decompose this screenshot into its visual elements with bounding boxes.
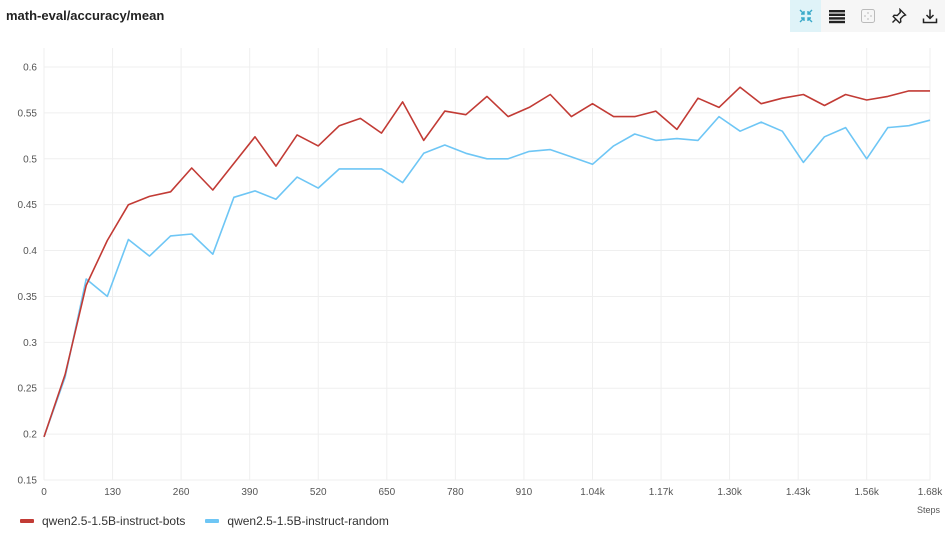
x-tick-label: 130 <box>104 487 121 498</box>
x-tick-label: 520 <box>310 487 327 498</box>
x-tick-label: 1.04k <box>580 487 605 498</box>
chart-toolbar <box>790 0 945 32</box>
y-tick-label: 0.4 <box>23 246 37 257</box>
legend: qwen2.5-1.5B-instruct-bots qwen2.5-1.5B-… <box>20 514 389 528</box>
x-tick-label: 910 <box>516 487 533 498</box>
series-line-qwen2.5-1.5B-instruct-random[interactable] <box>43 115 931 438</box>
collapse-icon[interactable] <box>790 0 821 32</box>
download-icon[interactable] <box>914 0 945 32</box>
x-tick-label: 780 <box>447 487 464 498</box>
pin-icon[interactable] <box>883 0 914 32</box>
y-tick-label: 0.5 <box>23 154 37 165</box>
y-tick-label: 0.45 <box>18 200 38 211</box>
legend-label: qwen2.5-1.5B-instruct-random <box>227 514 389 528</box>
y-tick-label: 0.15 <box>18 476 38 487</box>
y-tick-label: 0.55 <box>18 108 38 119</box>
x-tick-label: 1.56k <box>854 487 879 498</box>
y-tick-label: 0.3 <box>23 338 37 349</box>
x-tick-label: 0 <box>41 487 47 498</box>
chart-title: math-eval/accuracy/mean <box>6 8 165 23</box>
y-tick-label: 0.2 <box>23 430 37 441</box>
list-icon[interactable] <box>821 0 852 32</box>
legend-swatch <box>20 519 34 523</box>
x-tick-label: 390 <box>241 487 258 498</box>
x-tick-label: 650 <box>378 487 395 498</box>
x-tick-label: 1.68k <box>918 487 943 498</box>
y-tick-label: 0.6 <box>23 63 37 74</box>
series-line-qwen2.5-1.5B-instruct-bots[interactable] <box>43 86 930 438</box>
legend-label: qwen2.5-1.5B-instruct-bots <box>42 514 186 528</box>
x-axis-label: Steps <box>917 505 941 515</box>
legend-swatch <box>205 519 220 523</box>
y-tick-label: 0.35 <box>18 292 38 303</box>
focus-icon[interactable] <box>852 0 883 32</box>
x-tick-label: 1.43k <box>786 487 811 498</box>
x-tick-label: 1.30k <box>717 487 742 498</box>
x-tick-label: 260 <box>173 487 190 498</box>
x-tick-label: 1.17k <box>649 487 674 498</box>
y-tick-label: 0.25 <box>18 384 38 395</box>
legend-item-bots[interactable]: qwen2.5-1.5B-instruct-bots <box>20 514 185 528</box>
legend-item-random[interactable]: qwen2.5-1.5B-instruct-random <box>205 514 389 528</box>
